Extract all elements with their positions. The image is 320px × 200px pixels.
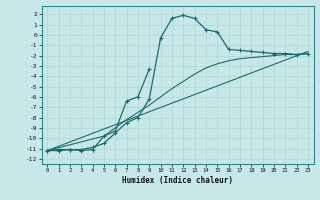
X-axis label: Humidex (Indice chaleur): Humidex (Indice chaleur) xyxy=(122,176,233,185)
